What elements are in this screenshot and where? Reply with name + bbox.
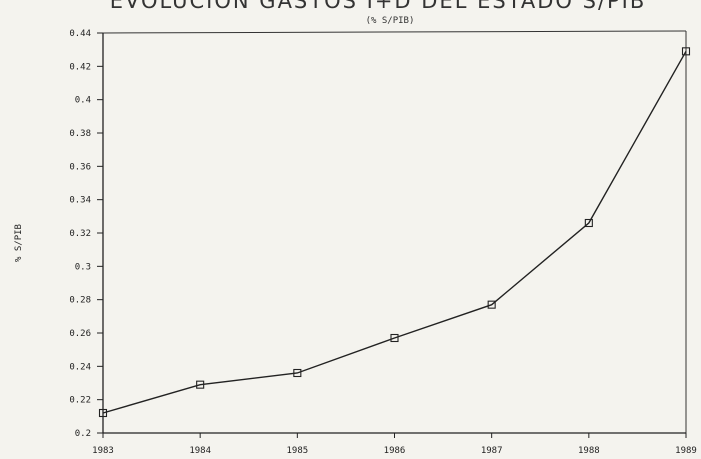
x-tick-label: 1984 xyxy=(189,446,211,456)
y-tick-label: 0.42 xyxy=(69,62,91,72)
y-tick-label: 0.2 xyxy=(75,429,91,439)
x-tick-label: 1983 xyxy=(92,446,114,456)
y-tick-label: 0.26 xyxy=(69,329,91,339)
y-tick-label: 0.3 xyxy=(75,262,91,272)
y-tick-label: 0.36 xyxy=(69,162,91,172)
y-tick-label: 0.4 xyxy=(75,96,91,106)
chart-title: EVOLUCION GASTOS I+D DEL ESTADO S/PIB xyxy=(110,0,647,13)
data-point-marker xyxy=(487,300,496,309)
data-point-marker xyxy=(293,368,302,378)
data-point-marker xyxy=(681,47,691,56)
x-axis: 1983 1984 1985 1986 1987 1988 1989 xyxy=(92,433,697,456)
x-tick-label: 1988 xyxy=(578,446,600,456)
y-tick-label: 0.44 xyxy=(69,29,91,39)
plot-frame xyxy=(102,30,687,434)
data-point-marker xyxy=(584,218,593,228)
chart-subtitle: (% S/PIB) xyxy=(366,16,415,26)
x-tick-label: 1987 xyxy=(481,446,503,456)
plot-top-border xyxy=(102,30,687,34)
series-line xyxy=(102,50,687,414)
y-tick-label: 0.38 xyxy=(69,129,91,139)
data-point-marker xyxy=(196,380,205,389)
x-tick-label: 1985 xyxy=(286,446,308,456)
y-axis: 0.2 0.22 0.24 0.26 0.28 0.3 0.32 0.34 0.36 0.38 0.… xyxy=(69,29,103,439)
data-point-marker xyxy=(98,408,108,418)
x-tick-label: 1986 xyxy=(384,446,406,456)
data-series xyxy=(98,47,691,418)
y-tick-label: 0.34 xyxy=(69,196,91,206)
data-point-marker xyxy=(390,333,399,343)
x-tick-label: 1989 xyxy=(675,446,697,456)
y-axis-label: % S/PIB xyxy=(14,224,24,262)
y-tick-label: 0.24 xyxy=(69,362,91,372)
y-tick-label: 0.32 xyxy=(69,229,91,239)
y-tick-label: 0.22 xyxy=(69,396,91,406)
y-tick-label: 0.28 xyxy=(69,296,91,306)
